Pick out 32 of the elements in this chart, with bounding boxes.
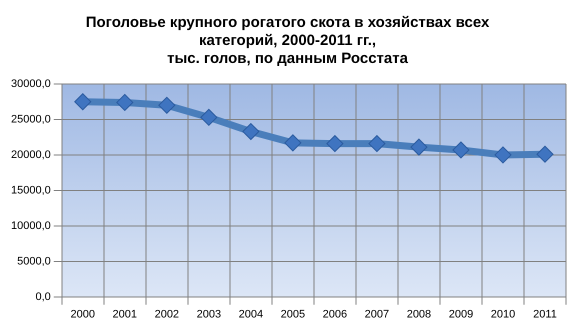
x-tick-label: 2008 <box>406 308 432 320</box>
point <box>536 146 554 163</box>
point <box>326 135 344 152</box>
x-tick-label: 2010 <box>490 308 516 320</box>
x-tick-label: 2006 <box>322 308 348 320</box>
point <box>368 135 386 152</box>
x-tick-label: 2011 <box>533 308 557 320</box>
point <box>200 108 218 126</box>
x-tick-label: 2000 <box>70 308 96 320</box>
y-tick-label: 0,0 <box>35 290 51 303</box>
y-tick-label: 10000,0 <box>10 220 51 232</box>
x-tick-label: 2004 <box>238 308 264 320</box>
chart-title: Поголовье крупного рогатого скота в хозяйствах всех категорий, 2000-2011 гг., тыс. голов, по данным Росстата <box>86 14 490 68</box>
y-tick-label: 25000,0 <box>10 114 51 126</box>
x-tick-label: 2003 <box>196 308 222 320</box>
y-tick-label: 30000,0 <box>10 78 51 90</box>
point <box>116 94 134 111</box>
y-tick-label: 15000,0 <box>10 184 51 196</box>
point <box>452 141 470 158</box>
x-tick-label: 2005 <box>280 308 306 320</box>
point <box>410 138 428 156</box>
x-tick-label: 2001 <box>112 308 138 320</box>
point <box>74 93 92 110</box>
y-tick-label: 20000,0 <box>10 148 51 161</box>
point <box>494 146 512 164</box>
y-tick-label: 5000,0 <box>17 255 51 268</box>
point <box>242 123 260 140</box>
x-tick-label: 2002 <box>154 308 180 320</box>
point <box>284 134 302 152</box>
point <box>158 96 176 114</box>
x-tick-label: 2009 <box>448 308 474 320</box>
x-tick-label: 2007 <box>364 308 390 320</box>
